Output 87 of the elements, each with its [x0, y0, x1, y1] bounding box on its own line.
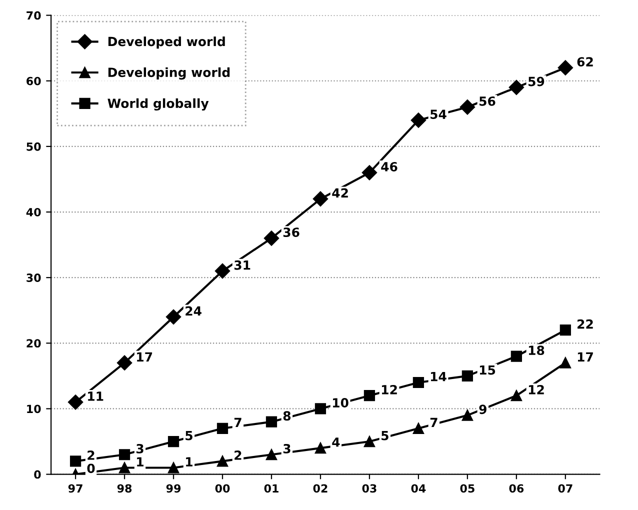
- point: [462, 370, 474, 382]
- legend-label: Developing world: [108, 67, 230, 80]
- data-label: 7: [430, 418, 438, 428]
- point: [116, 355, 132, 370]
- data-label: 36: [283, 228, 300, 238]
- point: [558, 60, 573, 76]
- data-label: 1: [186, 457, 192, 466]
- point: [118, 449, 130, 460]
- data-label: 12: [528, 384, 544, 394]
- point: [168, 462, 180, 474]
- x-tick-label: 04: [411, 484, 426, 493]
- data-label: 5: [186, 431, 192, 440]
- y-tick-label: 20: [26, 339, 41, 348]
- point: [364, 390, 376, 402]
- point: [312, 191, 328, 206]
- point: [462, 410, 474, 421]
- data-label: 8: [283, 411, 291, 421]
- x-tick-label: 99: [166, 484, 181, 493]
- x-tick-label: 03: [362, 484, 376, 493]
- legend-label: Developed world: [108, 36, 225, 49]
- point: [166, 309, 182, 324]
- point: [510, 390, 522, 402]
- data-label: 46: [381, 162, 398, 172]
- point: [560, 357, 571, 368]
- point: [412, 422, 424, 434]
- data-label: 14: [430, 372, 446, 382]
- x-tick-label: 02: [313, 484, 328, 493]
- x-tick-label: 97: [68, 484, 82, 493]
- x-tick-label: 98: [117, 484, 132, 493]
- data-label: 15: [480, 365, 496, 375]
- point: [70, 456, 82, 467]
- data-label: 56: [480, 96, 496, 106]
- data-label: 2: [234, 450, 242, 460]
- point: [364, 436, 376, 448]
- point: [508, 80, 524, 95]
- point: [216, 456, 228, 467]
- x-tick-label: 01: [264, 484, 278, 493]
- data-label: 9: [479, 404, 486, 414]
- data-label: 7: [234, 418, 242, 428]
- y-tick-label: 50: [26, 142, 41, 151]
- point: [266, 449, 278, 460]
- data-label: 12: [382, 384, 397, 394]
- data-label: 0: [87, 464, 95, 474]
- point: [118, 462, 130, 474]
- point: [412, 376, 424, 388]
- point: [216, 422, 228, 434]
- data-label: 22: [578, 319, 593, 329]
- point: [362, 165, 378, 180]
- data-label: 10: [333, 398, 348, 408]
- y-tick-label: 0: [34, 470, 41, 479]
- legend-label: World globally: [108, 98, 209, 111]
- data-label: 18: [528, 346, 544, 356]
- point: [314, 403, 326, 414]
- data-label: 11: [88, 392, 104, 401]
- y-tick-label: 60: [26, 76, 41, 86]
- point: [168, 436, 180, 448]
- data-label: 17: [578, 352, 593, 362]
- data-label: 24: [186, 306, 202, 316]
- point: [314, 442, 326, 454]
- y-tick-label: 10: [27, 404, 41, 414]
- data-label: 4: [332, 438, 340, 447]
- data-label: 2: [88, 450, 94, 460]
- point: [460, 100, 476, 115]
- data-label: 1: [137, 457, 144, 466]
- x-tick-label: 05: [460, 484, 474, 493]
- y-tick-label: 70: [26, 11, 41, 20]
- data-label: 54: [430, 110, 446, 120]
- point: [214, 263, 230, 279]
- data-label: 3: [283, 444, 290, 454]
- point: [266, 416, 278, 428]
- y-tick-label: 30: [26, 274, 41, 282]
- x-tick-label: 07: [558, 484, 572, 493]
- x-tick-label: 00: [215, 484, 230, 493]
- point: [560, 324, 571, 336]
- data-label: 42: [332, 188, 348, 198]
- data-label: 62: [577, 57, 593, 67]
- data-label: 3: [136, 444, 144, 454]
- point: [510, 350, 522, 362]
- data-label: 5: [382, 431, 388, 440]
- y-tick-label: 40: [26, 208, 41, 216]
- point: [264, 230, 280, 246]
- data-label: 59: [528, 76, 544, 86]
- point: [68, 394, 84, 410]
- data-label: 17: [137, 352, 152, 362]
- data-label: 31: [234, 260, 250, 270]
- point: [410, 112, 426, 128]
- x-tick-label: 06: [509, 484, 524, 493]
